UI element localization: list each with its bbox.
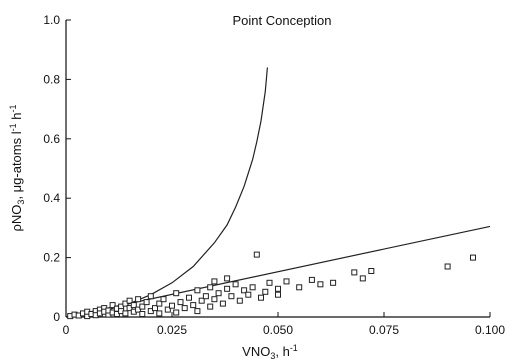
data-point: [198, 297, 205, 304]
y-tick-label: 0.8: [43, 72, 60, 86]
x-tick-label: 0.050: [263, 323, 293, 337]
data-point: [194, 308, 201, 315]
x-axis-title-sup: -1: [290, 343, 298, 353]
data-point: [194, 287, 201, 294]
x-tick-label: 0.025: [157, 323, 187, 337]
data-point: [215, 290, 222, 297]
data-point: [232, 281, 239, 288]
y-tick-label: 0.2: [43, 251, 60, 265]
data-point: [266, 279, 273, 286]
data-point: [444, 263, 451, 270]
x-axis-title-sub: 3: [270, 351, 275, 361]
data-point: [249, 284, 256, 291]
fit-lines: [65, 67, 491, 318]
data-point: [130, 302, 137, 309]
x-axis-title-suffix: , h: [275, 344, 289, 359]
data-point: [173, 309, 180, 316]
data-point: [109, 302, 116, 309]
y-tick-label: 0.4: [43, 191, 60, 205]
x-axis-title: VNO3, h-1: [242, 343, 298, 361]
data-point: [143, 299, 150, 306]
data-point: [139, 311, 146, 317]
data-point: [160, 296, 167, 303]
data-point: [211, 278, 218, 285]
data-point: [228, 293, 235, 300]
data-points: [67, 251, 476, 320]
data-point: [351, 269, 358, 276]
x-axis-ticks: 0 0.025 0.050 0.075 0.100: [63, 312, 505, 337]
data-point: [308, 276, 315, 283]
x-tick-label: 0.075: [369, 323, 399, 337]
data-point: [181, 305, 188, 312]
data-point: [173, 290, 180, 297]
data-point: [186, 294, 192, 301]
data-point: [152, 305, 158, 312]
data-point: [236, 297, 243, 304]
chart-title: Point Conception: [232, 13, 331, 28]
y-axis-ticks: 0 0.2 0.4 0.6 0.8 1.0: [43, 13, 71, 324]
y-axis-title-mid: h: [9, 113, 24, 124]
data-point: [224, 285, 231, 292]
data-point: [330, 279, 337, 286]
data-point: [147, 293, 154, 300]
data-point: [122, 310, 129, 317]
y-tick-label: 0: [53, 310, 60, 324]
data-point: [470, 254, 476, 261]
data-point: [275, 285, 281, 292]
data-point: [241, 287, 248, 294]
data-point: [359, 275, 366, 282]
y-axis-title-sup1: -1: [8, 123, 18, 131]
x-tick-label: 0.100: [475, 323, 505, 337]
data-point: [258, 294, 264, 301]
y-axis-title-sub: 3: [16, 200, 26, 205]
data-point: [139, 303, 146, 310]
data-point: [169, 302, 175, 309]
data-point: [177, 299, 184, 306]
data-point: [202, 293, 209, 300]
data-point: [283, 278, 290, 285]
data-point: [207, 303, 214, 310]
data-point: [253, 251, 260, 258]
data-point: [368, 268, 375, 274]
y-axis-title-main: ρNO: [9, 205, 24, 232]
data-point: [164, 306, 171, 313]
data-point: [219, 300, 226, 307]
data-point: [262, 288, 269, 295]
data-point: [224, 275, 231, 282]
data-point: [296, 284, 303, 291]
data-point: [126, 297, 133, 304]
data-point: [207, 284, 214, 291]
data-point: [275, 291, 281, 298]
y-axis-title-suffix: , μg-atoms l: [9, 131, 24, 199]
x-axis-title-main: VNO: [242, 344, 270, 359]
data-point: [211, 296, 218, 303]
y-tick-label: 0.6: [43, 132, 60, 146]
data-point: [245, 291, 252, 298]
y-axis-title-sup2: -1: [8, 105, 18, 113]
x-tick-label: 0: [63, 323, 70, 337]
y-axis-title: ρNO3, μg-atoms l-1 h-1: [8, 105, 26, 232]
data-point: [135, 296, 142, 303]
y-tick-label: 1.0: [43, 13, 60, 27]
data-point: [156, 300, 163, 307]
curved-fit-line: [65, 67, 268, 318]
data-point: [190, 302, 197, 309]
data-point: [317, 281, 324, 288]
data-point: [156, 310, 163, 317]
